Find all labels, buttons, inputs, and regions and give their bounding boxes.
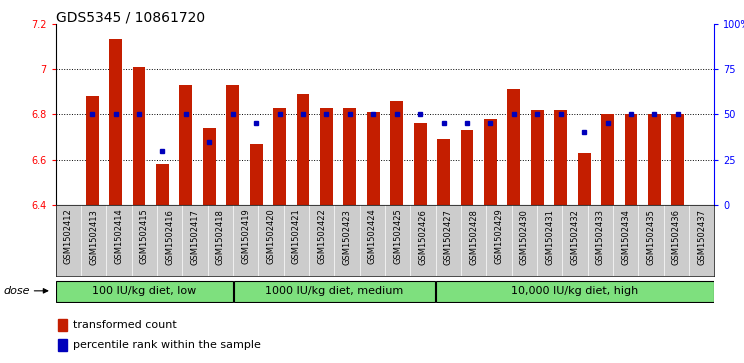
Text: dose: dose: [4, 286, 31, 297]
Text: GSM1502429: GSM1502429: [495, 209, 504, 264]
Text: 1000 IU/kg diet, medium: 1000 IU/kg diet, medium: [266, 286, 403, 296]
Bar: [531, 110, 544, 205]
Text: 100 IU/kg diet, low: 100 IU/kg diet, low: [92, 286, 196, 296]
Text: GSM1502433: GSM1502433: [596, 209, 605, 265]
Text: GSM1502431: GSM1502431: [545, 209, 554, 265]
Bar: [577, 153, 591, 205]
Bar: [414, 123, 426, 205]
Bar: [58, 339, 67, 351]
FancyBboxPatch shape: [436, 281, 713, 302]
Bar: [671, 114, 684, 205]
Bar: [86, 96, 99, 205]
Text: GSM1502427: GSM1502427: [444, 209, 453, 265]
Text: GSM1502432: GSM1502432: [571, 209, 580, 265]
Text: GSM1502412: GSM1502412: [64, 209, 73, 264]
Bar: [344, 107, 356, 205]
Bar: [507, 89, 520, 205]
Bar: [273, 107, 286, 205]
Bar: [484, 119, 497, 205]
Text: GSM1502415: GSM1502415: [140, 209, 149, 264]
Bar: [601, 114, 614, 205]
Bar: [203, 128, 216, 205]
Bar: [156, 164, 169, 205]
Text: GSM1502430: GSM1502430: [520, 209, 529, 265]
Bar: [250, 144, 263, 205]
Bar: [367, 112, 379, 205]
Text: transformed count: transformed count: [73, 320, 176, 330]
Text: percentile rank within the sample: percentile rank within the sample: [73, 340, 260, 350]
Text: GSM1502434: GSM1502434: [621, 209, 630, 265]
Text: GSM1502416: GSM1502416: [165, 209, 174, 265]
Bar: [109, 40, 122, 205]
Text: GSM1502426: GSM1502426: [419, 209, 428, 265]
Text: GSM1502413: GSM1502413: [89, 209, 98, 265]
Text: GSM1502417: GSM1502417: [190, 209, 199, 265]
Bar: [58, 319, 67, 331]
Text: GSM1502428: GSM1502428: [469, 209, 478, 265]
Bar: [554, 110, 567, 205]
Text: GSM1502420: GSM1502420: [266, 209, 275, 264]
Bar: [297, 94, 310, 205]
Text: GSM1502422: GSM1502422: [317, 209, 326, 264]
Text: GDS5345 / 10861720: GDS5345 / 10861720: [56, 11, 205, 25]
Bar: [437, 139, 450, 205]
FancyBboxPatch shape: [57, 281, 233, 302]
Text: GSM1502436: GSM1502436: [672, 209, 681, 265]
Text: GSM1502425: GSM1502425: [393, 209, 403, 264]
Bar: [179, 85, 193, 205]
Bar: [320, 107, 333, 205]
Text: GSM1502435: GSM1502435: [647, 209, 655, 265]
Bar: [132, 67, 146, 205]
Text: GSM1502423: GSM1502423: [342, 209, 351, 265]
Bar: [391, 101, 403, 205]
Text: GSM1502419: GSM1502419: [241, 209, 250, 264]
Text: GSM1502414: GSM1502414: [115, 209, 124, 264]
Bar: [461, 130, 473, 205]
Bar: [624, 114, 638, 205]
Bar: [226, 85, 239, 205]
Text: GSM1502418: GSM1502418: [216, 209, 225, 265]
FancyBboxPatch shape: [234, 281, 435, 302]
Bar: [648, 114, 661, 205]
Text: GSM1502424: GSM1502424: [368, 209, 377, 264]
Text: GSM1502437: GSM1502437: [697, 209, 706, 265]
Text: 10,000 IU/kg diet, high: 10,000 IU/kg diet, high: [511, 286, 638, 296]
Text: GSM1502421: GSM1502421: [292, 209, 301, 264]
